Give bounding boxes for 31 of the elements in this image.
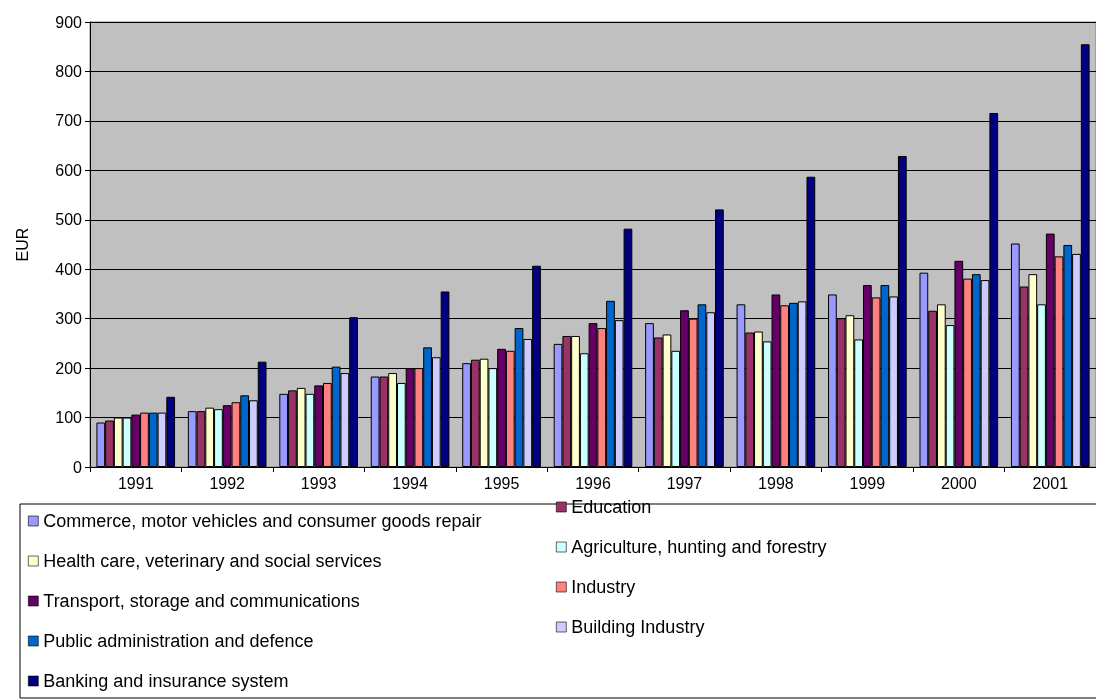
y-tick-label: 500 [55,211,83,229]
y-tick-label: 300 [55,310,83,328]
y-tick-label: 0 [73,458,83,476]
x-tick-label: 1997 [666,474,703,492]
x-tick-label: 1996 [575,474,611,492]
y-tick-label: 800 [55,62,83,80]
legend-label: Transport, storage and communications [43,591,360,611]
legend-label: Industry [571,577,636,597]
x-tick-label: 1993 [300,474,337,492]
x-tick-label: 1991 [117,474,154,492]
x-tick-label: 1998 [758,474,794,492]
x-tick-label: 2000 [941,474,977,492]
y-tick-label: 100 [55,409,83,427]
legend-label: Education [571,497,652,517]
y-tick-label: 600 [55,161,83,179]
legend-label: Building Industry [571,617,705,637]
y-axis-title: EUR [13,227,31,262]
legend-label: Health care, veterinary and social services [43,551,382,571]
x-tick-label: 2001 [1032,474,1069,492]
y-tick-label: 200 [55,359,83,377]
legend-label: Commerce, motor vehicles and consumer goods repair [43,511,482,531]
x-tick-label: 1995 [483,474,520,492]
y-tick-label: 900 [55,13,83,31]
legend-label: Public administration and defence [43,631,314,651]
legend-label: Banking and insurance system [43,671,289,691]
y-tick-label: 400 [55,260,83,278]
x-tick-label: 1992 [209,474,246,492]
x-tick-label: 1994 [392,474,428,492]
x-tick-label: 1999 [849,474,886,492]
y-tick-label: 700 [55,112,83,130]
legend-label: Agriculture, hunting and forestry [571,537,827,557]
